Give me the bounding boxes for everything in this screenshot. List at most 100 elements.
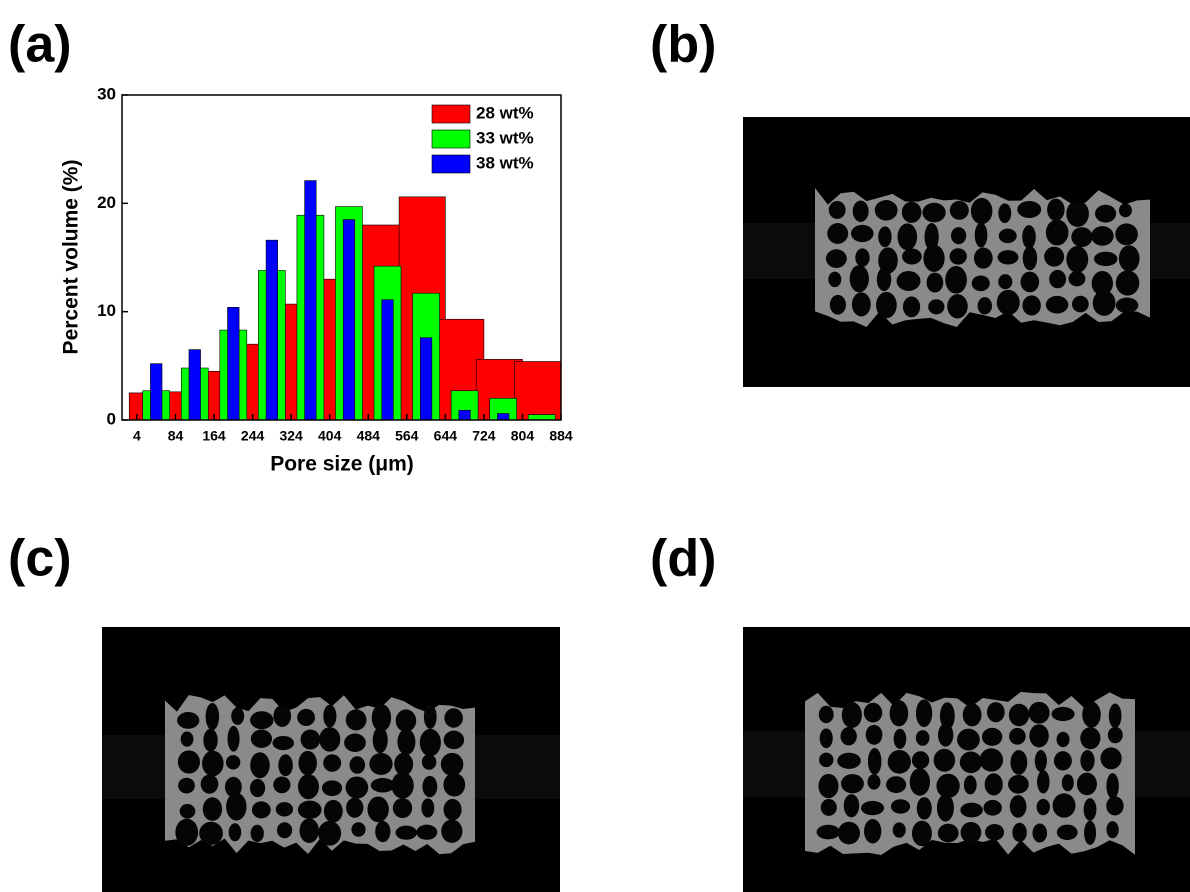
pore bbox=[1115, 223, 1138, 245]
pore bbox=[444, 708, 463, 727]
pore bbox=[278, 754, 292, 776]
pore bbox=[250, 752, 270, 778]
pore bbox=[1053, 793, 1076, 817]
pore bbox=[916, 730, 930, 746]
legend-label: 33 wt% bbox=[476, 128, 534, 147]
pore bbox=[934, 749, 955, 772]
pore bbox=[927, 273, 944, 293]
figure-canvas: (a) (b) (c) (d) Pore size (μm) Percent v… bbox=[0, 0, 1190, 892]
bar bbox=[420, 338, 432, 420]
bar bbox=[266, 240, 278, 420]
pore bbox=[346, 709, 367, 730]
pore bbox=[1037, 770, 1049, 793]
pore bbox=[178, 778, 195, 794]
pore bbox=[422, 754, 437, 770]
pore bbox=[917, 797, 932, 820]
pore bbox=[828, 272, 841, 288]
pore bbox=[818, 774, 838, 798]
bar bbox=[189, 350, 201, 420]
pore bbox=[1068, 271, 1085, 286]
pore bbox=[1054, 751, 1072, 770]
pore bbox=[299, 818, 318, 843]
pore bbox=[1100, 747, 1121, 769]
y-tick-label: 20 bbox=[97, 193, 116, 212]
x-tick-label: 404 bbox=[318, 428, 342, 444]
panel-label: (d) bbox=[650, 530, 716, 588]
pore bbox=[1119, 203, 1132, 217]
pore bbox=[252, 801, 271, 818]
pore bbox=[972, 275, 990, 291]
pore bbox=[1044, 247, 1064, 267]
pore bbox=[393, 798, 412, 818]
panel-label: (b) bbox=[650, 16, 716, 74]
pore bbox=[276, 802, 293, 816]
pore bbox=[273, 705, 291, 727]
pore bbox=[1084, 798, 1097, 821]
bar bbox=[150, 364, 162, 420]
pore bbox=[1093, 290, 1116, 316]
legend-label: 28 wt% bbox=[476, 103, 534, 122]
y-tick-label: 10 bbox=[97, 301, 116, 320]
x-tick-label: 324 bbox=[279, 428, 303, 444]
pore bbox=[830, 295, 846, 315]
pore bbox=[323, 705, 336, 728]
pore bbox=[201, 774, 219, 793]
pore bbox=[998, 274, 1012, 289]
y-axis-label: Percent volume (%) bbox=[60, 160, 83, 355]
pore bbox=[861, 801, 884, 815]
pore bbox=[1046, 219, 1069, 245]
x-tick-label: 724 bbox=[472, 428, 496, 444]
pore bbox=[375, 821, 390, 842]
pore bbox=[820, 728, 833, 748]
x-tick-label: 884 bbox=[549, 428, 573, 444]
pore bbox=[228, 726, 240, 752]
pore bbox=[1035, 750, 1047, 772]
pore bbox=[1012, 823, 1026, 842]
bar bbox=[459, 410, 471, 420]
x-tick-label: 4 bbox=[133, 428, 141, 444]
pore bbox=[852, 292, 871, 316]
pore bbox=[950, 201, 969, 220]
pore bbox=[819, 706, 834, 723]
pore bbox=[1057, 825, 1078, 840]
pore bbox=[203, 797, 222, 821]
pore bbox=[1106, 796, 1123, 815]
pore bbox=[206, 703, 220, 730]
pore bbox=[894, 729, 907, 749]
pore bbox=[301, 730, 321, 750]
legend-swatch bbox=[432, 155, 470, 173]
pore bbox=[298, 751, 316, 776]
pore bbox=[444, 799, 462, 821]
pore bbox=[961, 822, 982, 843]
pore bbox=[202, 751, 224, 777]
pore bbox=[963, 703, 982, 726]
pore bbox=[903, 296, 920, 317]
pore bbox=[1095, 205, 1116, 223]
pore bbox=[1071, 227, 1092, 247]
pore bbox=[1109, 704, 1122, 729]
pore bbox=[277, 822, 292, 838]
pore bbox=[898, 223, 918, 250]
pore bbox=[1046, 296, 1068, 314]
pore bbox=[424, 705, 437, 729]
pore bbox=[1106, 773, 1118, 799]
pore bbox=[838, 822, 860, 845]
pore bbox=[964, 775, 977, 794]
figure: (a) (b) (c) (d) Pore size (μm) Percent v… bbox=[0, 0, 1190, 892]
pore bbox=[203, 729, 217, 752]
pore bbox=[396, 826, 417, 840]
pore bbox=[817, 825, 840, 840]
pore bbox=[421, 798, 434, 817]
pore bbox=[1009, 728, 1026, 745]
pore bbox=[346, 798, 363, 818]
pore bbox=[975, 223, 988, 248]
pore bbox=[960, 752, 982, 774]
pore bbox=[902, 202, 922, 223]
pore bbox=[974, 248, 993, 269]
bar bbox=[228, 307, 240, 420]
pore bbox=[273, 776, 290, 793]
pore bbox=[1106, 821, 1118, 838]
pore bbox=[318, 821, 341, 846]
pore bbox=[878, 226, 891, 247]
pore bbox=[420, 729, 441, 757]
